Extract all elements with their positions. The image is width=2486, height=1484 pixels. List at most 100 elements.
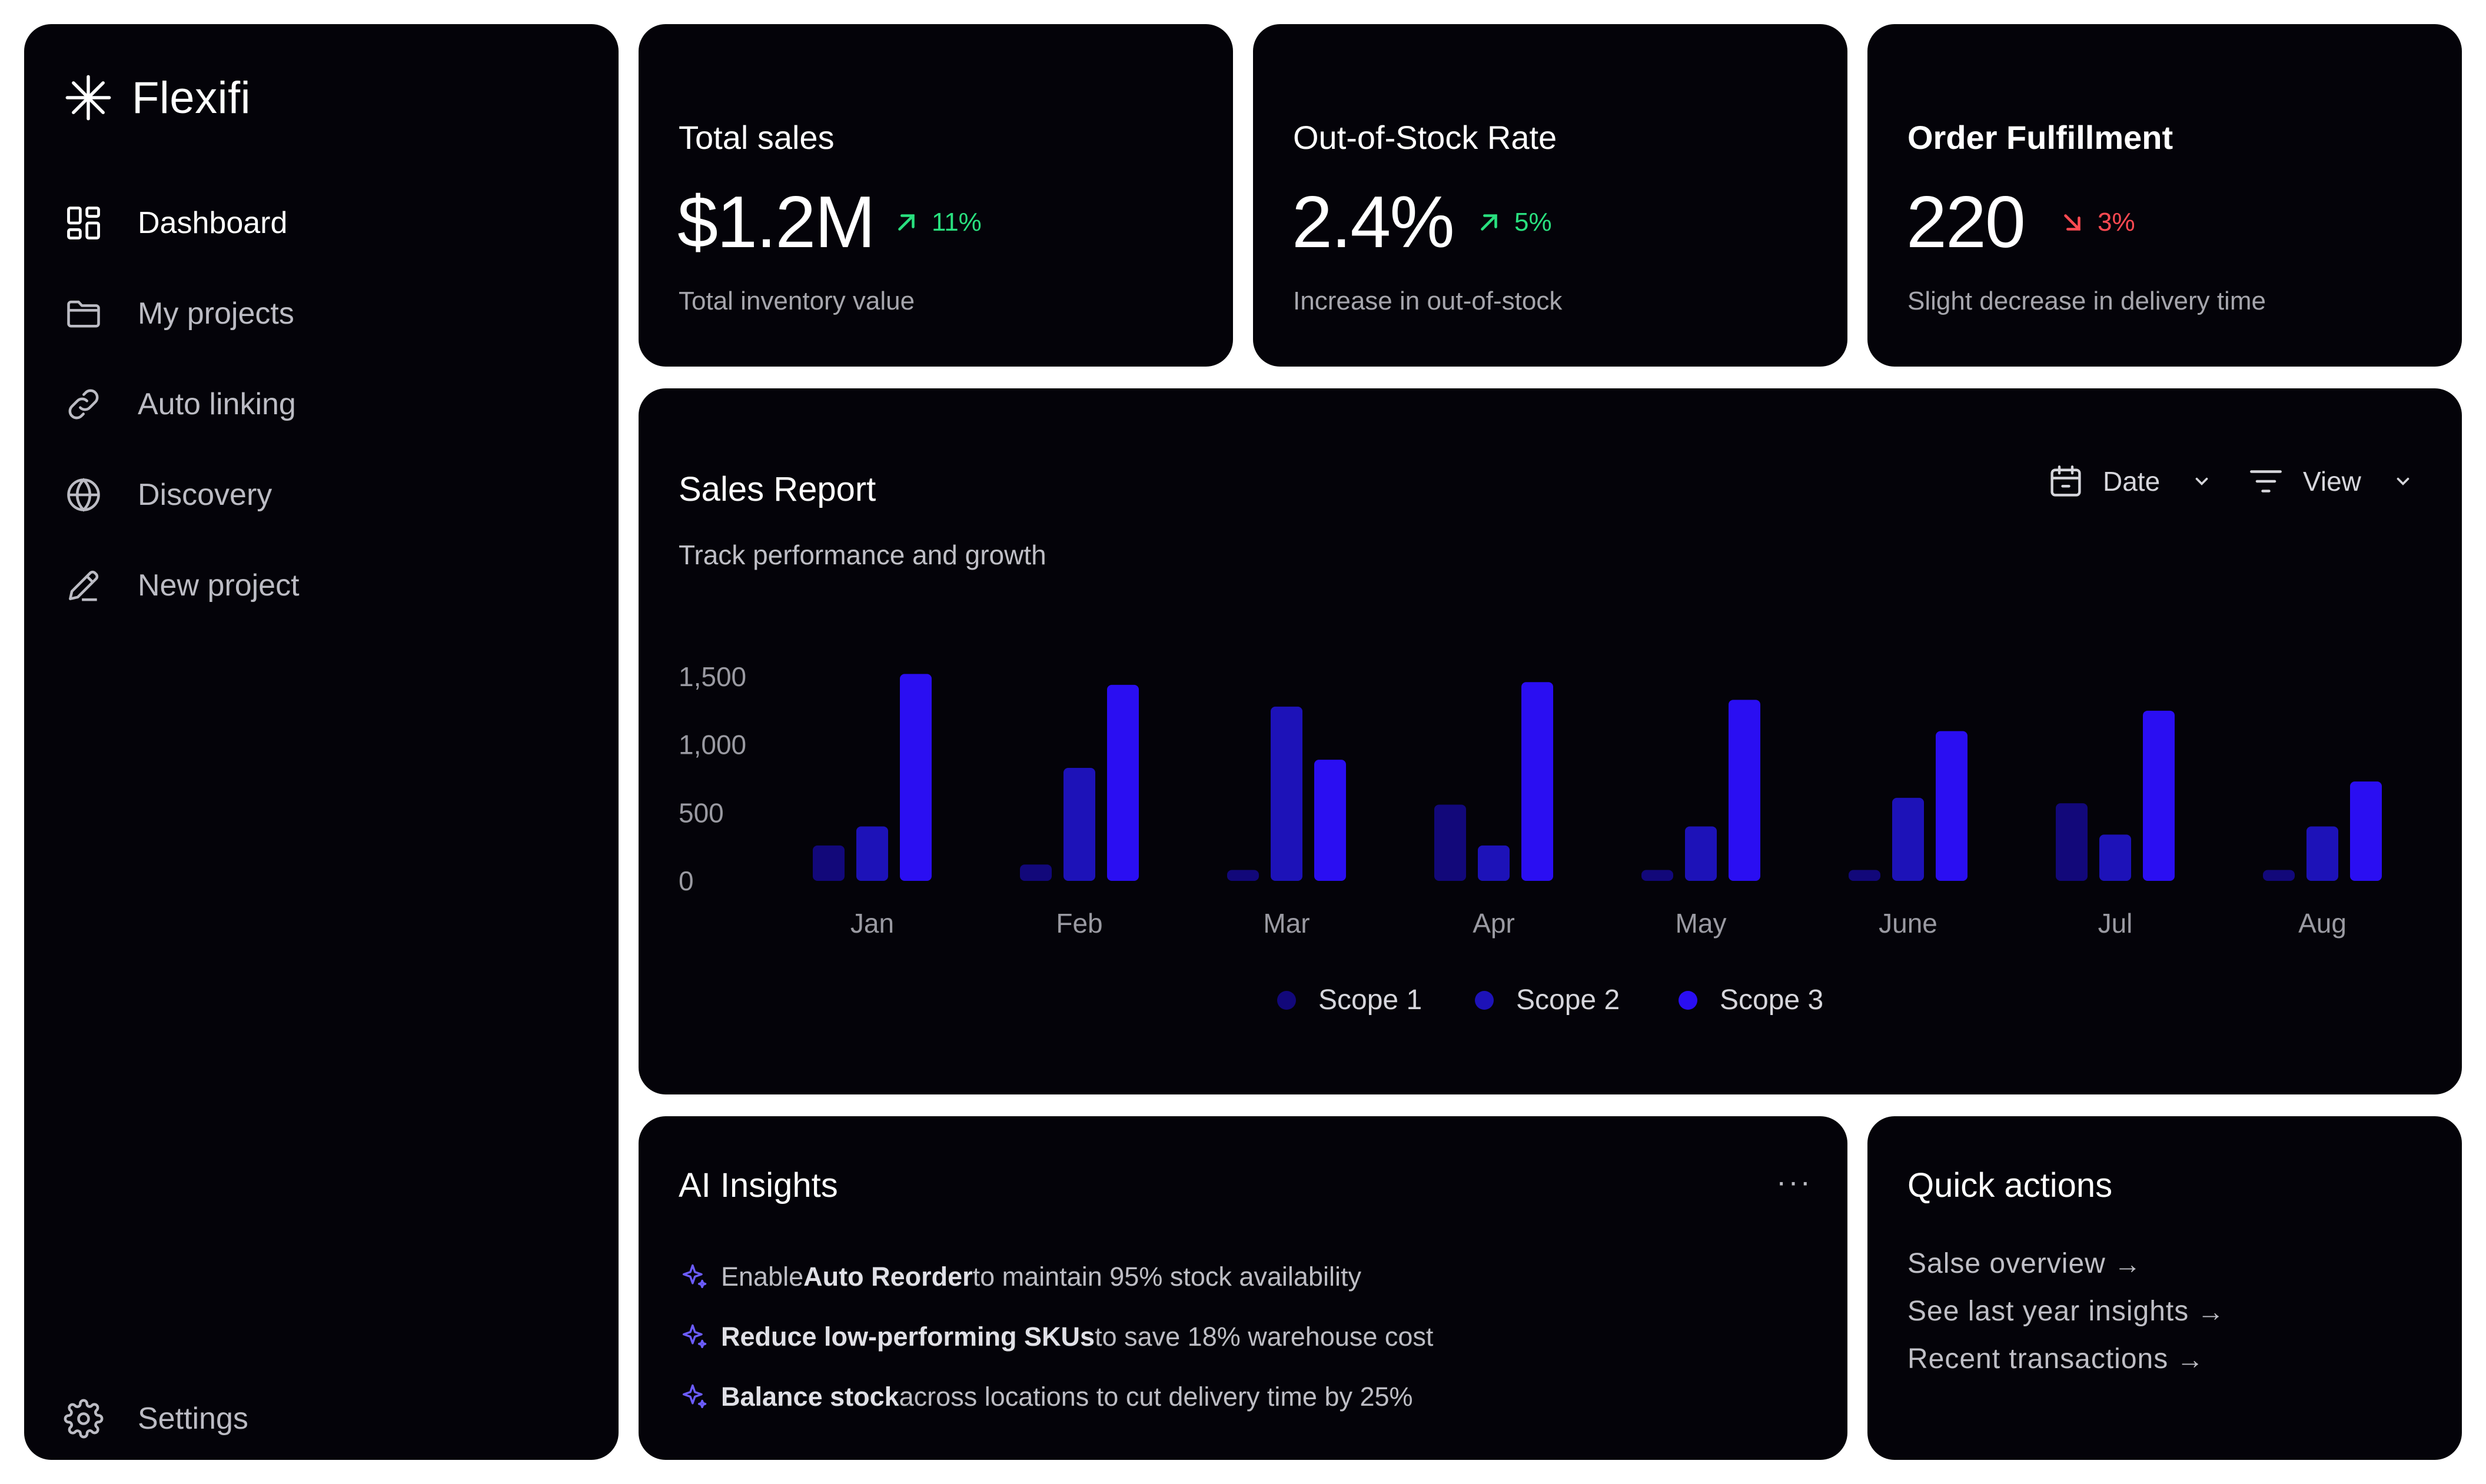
- bar-scope-1-aug[interactable]: [2263, 870, 2295, 881]
- link-label: Recent transactions: [1907, 1343, 2169, 1375]
- y-tick-label: 0: [679, 866, 694, 896]
- sparkle-icon: [682, 1384, 707, 1409]
- bar-scope-1-apr[interactable]: [1434, 804, 1466, 881]
- arrow-down-right-icon: [2064, 214, 2080, 231]
- kpi-delta: 3%: [2059, 208, 2135, 237]
- sidebar-item-label: Dashboard: [138, 206, 288, 240]
- bar-scope-2-jan[interactable]: [856, 826, 888, 881]
- folder-icon: [67, 300, 100, 328]
- arrow-up-right-icon: [1481, 214, 1497, 231]
- sidebar-item-label: Settings: [138, 1402, 248, 1436]
- bar-scope-1-mar[interactable]: [1227, 870, 1259, 881]
- dashboard-grid-icon: [67, 207, 100, 239]
- insight-item[interactable]: Enable Auto Reorder to maintain 95% stoc…: [679, 1247, 1433, 1307]
- calendar-icon: [2050, 465, 2081, 497]
- bar-scope-3-jul[interactable]: [2143, 710, 2175, 881]
- sidebar-item-label: New project: [138, 568, 300, 603]
- bar-scope-3-june[interactable]: [1936, 731, 1967, 881]
- bar-scope-2-june[interactable]: [1892, 797, 1924, 881]
- quick-actions-card: Quick actions Salse overview → See last …: [1867, 1116, 2462, 1460]
- legend-label: Scope 2: [1516, 984, 1620, 1016]
- legend-item-scope-1: Scope 1: [1277, 984, 1422, 1016]
- quick-action-recent-transactions-link[interactable]: Recent transactions →: [1907, 1335, 2225, 1383]
- bar-scope-3-mar[interactable]: [1314, 760, 1346, 881]
- sales-report-card: Sales Report Track performance and growt…: [639, 388, 2462, 1094]
- quick-action-sales-overview-link[interactable]: Salse overview →: [1907, 1240, 2225, 1287]
- sidebar-item-dashboard[interactable]: Dashboard: [64, 188, 300, 258]
- x-tick-label: Mar: [1263, 908, 1310, 939]
- quick-action-last-year-insights-link[interactable]: See last year insights →: [1907, 1287, 2225, 1335]
- bar-scope-2-apr[interactable]: [1478, 845, 1510, 881]
- view-filter-dropdown[interactable]: View: [2246, 462, 2413, 501]
- bar-scope-1-feb[interactable]: [1020, 864, 1052, 881]
- insight-text-post: to save 18% warehouse cost: [1095, 1322, 1434, 1352]
- kpi-subtitle: Slight decrease in delivery time: [1907, 287, 2266, 315]
- insight-text-post: to maintain 95% stock availability: [972, 1262, 1361, 1292]
- kpi-title: Total sales: [679, 119, 835, 156]
- kpi-title: Out-of-Stock Rate: [1293, 119, 1557, 156]
- pencil-icon: [69, 570, 99, 601]
- legend-item-scope-3: Scope 3: [1679, 984, 1823, 1016]
- x-tick-label: May: [1676, 908, 1727, 939]
- kpi-value: $1.2M: [677, 182, 876, 263]
- y-tick-label: 500: [679, 797, 724, 828]
- report-subtitle: Track performance and growth: [679, 540, 1046, 570]
- bar-scope-3-may[interactable]: [1729, 700, 1760, 881]
- chevron-down-icon: [2397, 477, 2409, 485]
- bar-scope-3-feb[interactable]: [1107, 684, 1139, 881]
- more-options-button[interactable]: ···: [1776, 1165, 1812, 1199]
- bar-scope-3-apr[interactable]: [1521, 682, 1553, 881]
- legend-swatch: [1679, 990, 1697, 1010]
- insight-item[interactable]: Balance stock across locations to cut de…: [679, 1367, 1433, 1427]
- bar-scope-2-mar[interactable]: [1271, 706, 1302, 881]
- legend-item-scope-2: Scope 2: [1475, 984, 1620, 1016]
- bar-scope-2-may[interactable]: [1685, 826, 1717, 881]
- bar-scope-3-jan[interactable]: [900, 674, 932, 881]
- bar-scope-2-aug[interactable]: [2306, 826, 2338, 881]
- sidebar-item-discovery[interactable]: Discovery: [64, 460, 300, 530]
- x-tick-label: Jan: [850, 908, 894, 939]
- y-tick-label: 1,000: [679, 730, 746, 760]
- sidebar-item-label: My projects: [138, 297, 294, 331]
- report-title: Sales Report: [679, 470, 876, 508]
- legend-label: Scope 1: [1318, 984, 1423, 1016]
- bar-scope-3-aug[interactable]: [2350, 781, 2382, 881]
- quick-actions-list: Salse overview → See last year insights …: [1907, 1240, 2225, 1383]
- filter-lines-icon: [2250, 470, 2282, 493]
- ai-insights-card: AI Insights ··· Enable Auto Reorder to m…: [639, 1116, 1847, 1460]
- bar-scope-1-jul[interactable]: [2056, 803, 2088, 881]
- sidebar-item-settings[interactable]: Settings: [64, 1383, 248, 1454]
- sidebar-item-new-project[interactable]: New project: [64, 550, 300, 621]
- asterisk-logo-icon: [65, 75, 111, 121]
- bar-scope-1-june[interactable]: [1849, 870, 1880, 881]
- bar-scope-2-feb[interactable]: [1063, 767, 1095, 881]
- date-filter-dropdown[interactable]: Date: [2046, 462, 2212, 501]
- kpi-title: Order Fulfillment: [1907, 119, 2173, 156]
- bar-scope-1-may[interactable]: [1641, 870, 1673, 881]
- kpi-card-total-sales: Total sales $1.2M 11% Total inventory va…: [639, 24, 1233, 367]
- insight-text-pre: Enable: [721, 1262, 804, 1292]
- arrow-right-icon: →: [2113, 1248, 2142, 1279]
- quick-actions-title: Quick actions: [1907, 1166, 2113, 1204]
- link-icon: [68, 389, 99, 420]
- insight-text-bold: Auto Reorder: [803, 1262, 973, 1292]
- sidebar-nav: Dashboard My projects Auto linking Disco…: [64, 188, 300, 641]
- kpi-card-out-of-stock-rate: Out-of-Stock Rate 2.4% 5% Increase in ou…: [1253, 24, 1847, 367]
- legend-swatch: [1277, 990, 1296, 1010]
- x-tick-label: Feb: [1056, 908, 1102, 939]
- arrow-right-icon: →: [2176, 1343, 2205, 1375]
- bar-scope-1-jan[interactable]: [813, 845, 845, 881]
- x-tick-label: June: [1879, 908, 1937, 939]
- kpi-value: 220: [1906, 182, 2026, 263]
- legend-label: Scope 3: [1720, 984, 1824, 1016]
- sparkle-icon: [682, 1264, 707, 1289]
- bar-scope-2-jul[interactable]: [2099, 834, 2131, 881]
- x-tick-label: Jul: [2098, 908, 2133, 939]
- sidebar-item-auto-linking[interactable]: Auto linking: [64, 369, 300, 440]
- insight-item[interactable]: Reduce low-performing SKUs to save 18% w…: [679, 1307, 1433, 1367]
- sidebar-item-my-projects[interactable]: My projects: [64, 278, 300, 349]
- gear-icon: [64, 1399, 104, 1439]
- brand[interactable]: Flexifi: [64, 65, 251, 130]
- globe-icon: [67, 478, 100, 512]
- legend-swatch: [1475, 990, 1494, 1010]
